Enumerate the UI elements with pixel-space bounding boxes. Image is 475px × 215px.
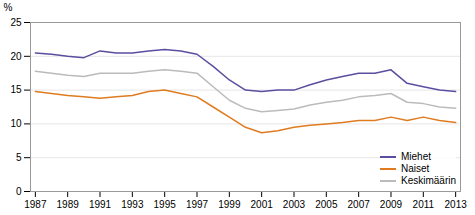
svg-text:1997: 1997: [186, 199, 209, 210]
svg-text:2013: 2013: [445, 199, 468, 210]
svg-text:2003: 2003: [283, 199, 306, 210]
svg-text:2007: 2007: [348, 199, 371, 210]
svg-text:1989: 1989: [57, 199, 80, 210]
svg-text:0: 0: [16, 186, 22, 197]
html-text:Naiset: Naiset: [401, 163, 430, 174]
svg-text:1991: 1991: [89, 199, 112, 210]
svg-text:15: 15: [10, 84, 22, 95]
svg-text:2001: 2001: [251, 199, 274, 210]
svg-text:5: 5: [16, 152, 22, 163]
svg-text:10: 10: [10, 118, 22, 129]
svg-text:1993: 1993: [121, 199, 144, 210]
svg-text:1987: 1987: [24, 199, 47, 210]
html-text:Keskimäärin: Keskimäärin: [401, 175, 456, 186]
svg-text:20: 20: [10, 51, 22, 62]
svg-text:2005: 2005: [315, 199, 338, 210]
svg-text:2011: 2011: [413, 199, 435, 210]
svg-text:1995: 1995: [154, 199, 177, 210]
svg-text:25: 25: [10, 17, 22, 28]
html-text:Miehet: Miehet: [401, 151, 431, 162]
svg-text:1999: 1999: [218, 199, 241, 210]
svg-text:%: %: [4, 2, 13, 13]
svg-text:2009: 2009: [380, 199, 403, 210]
